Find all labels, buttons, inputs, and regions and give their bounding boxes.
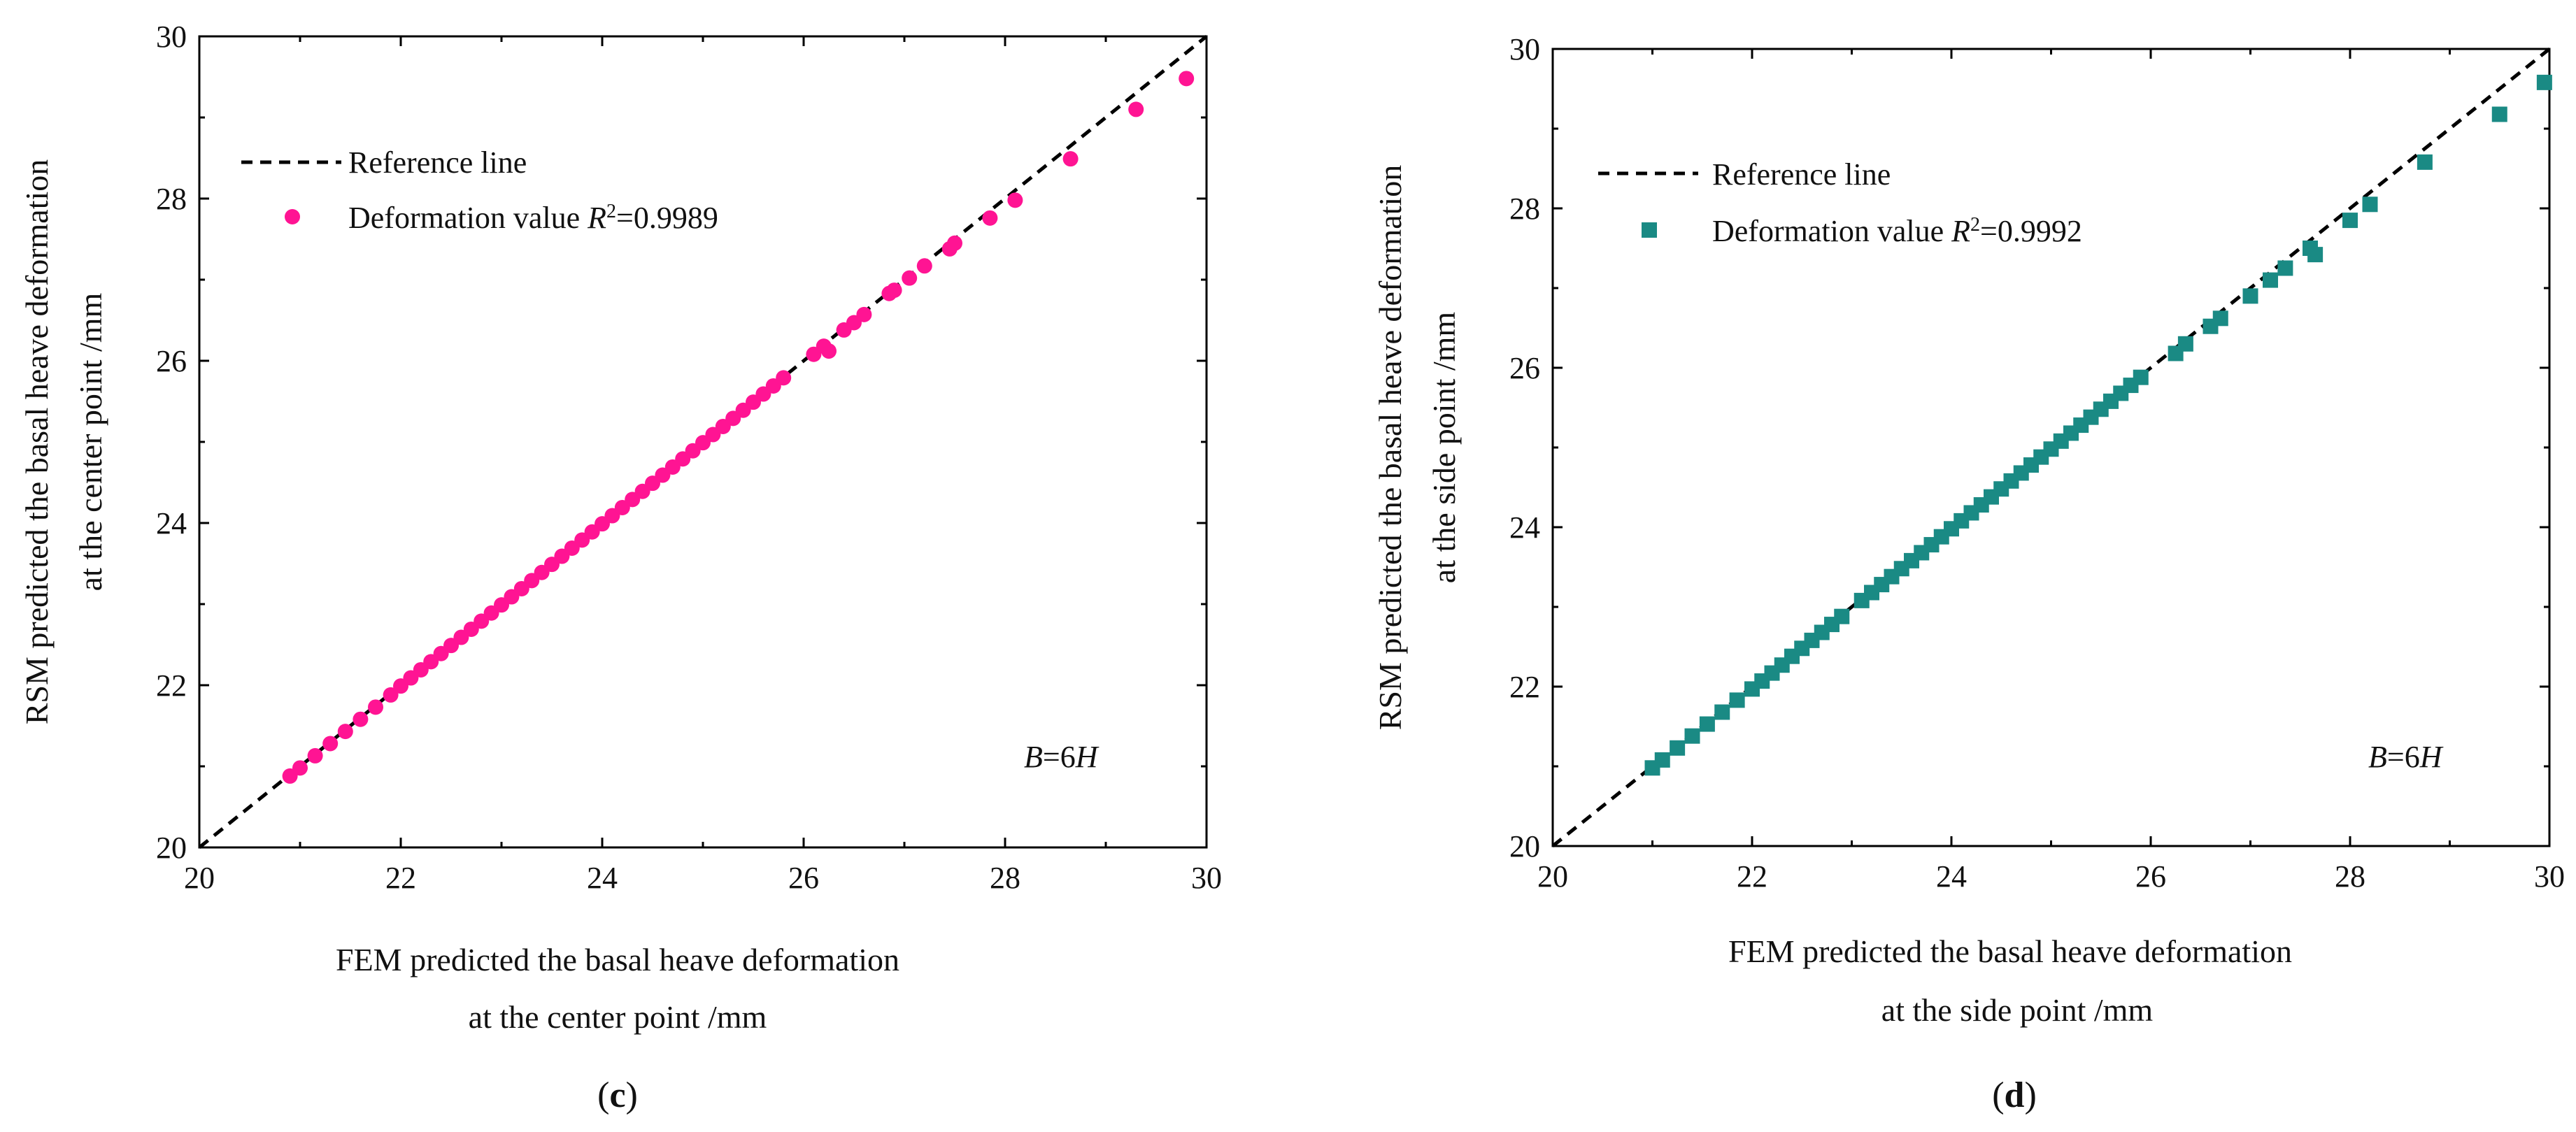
y-tick-labels: 20 22 24 26 28 30	[1509, 32, 1540, 864]
data-point	[2263, 272, 2278, 288]
y-tick-marks	[199, 35, 1207, 849]
data-point	[383, 687, 399, 703]
panel-label-d: (d)	[1992, 1075, 2037, 1115]
data-point	[322, 736, 339, 752]
legend: Reference line Deformation value R2=0.99…	[1598, 157, 2082, 248]
y-axis-title-line1: RSM predicted the basal heave deformatio…	[1372, 165, 1408, 731]
x-tick-label: 30	[2534, 859, 2565, 894]
data-point	[2177, 336, 2193, 352]
data-point	[353, 711, 369, 727]
legend-marker-circle	[285, 209, 300, 224]
x-tick-label: 20	[1537, 859, 1568, 894]
data-point	[916, 258, 932, 274]
scatter-points	[1644, 74, 2552, 776]
x-tick-label: 22	[385, 861, 416, 895]
x-tick-label: 24	[587, 861, 618, 895]
legend-reference-label: Reference line	[1712, 157, 1891, 192]
x-tick-marks	[1551, 49, 2551, 846]
x-tick-marks	[198, 36, 1208, 847]
legend-series-label: Deformation value R2=0.9992	[1712, 214, 2082, 249]
data-point	[1007, 192, 1023, 208]
data-point	[886, 282, 902, 299]
data-point	[947, 235, 962, 251]
y-tick-label: 20	[1509, 829, 1540, 864]
data-point	[1128, 101, 1144, 117]
data-point	[368, 699, 383, 715]
y-tick-label: 24	[156, 506, 187, 540]
data-point	[1834, 608, 1850, 624]
data-point	[337, 724, 353, 740]
y-tick-label: 22	[156, 668, 187, 703]
y-axis-title-line2: at the side point /mm	[1426, 312, 1462, 584]
data-point	[856, 306, 872, 322]
x-axis-title-line2: at the side point /mm	[1881, 992, 2154, 1028]
data-point	[1670, 740, 1686, 756]
x-tick-label: 24	[1936, 859, 1967, 894]
data-point	[307, 747, 323, 764]
y-tick-labels: 20 22 24 26 28 30	[156, 20, 187, 865]
x-tick-label: 28	[2335, 859, 2365, 894]
data-point	[902, 270, 918, 286]
data-point	[1684, 728, 1700, 744]
y-tick-label: 24	[1509, 510, 1540, 545]
data-point	[1654, 752, 1670, 768]
x-tick-label: 26	[788, 861, 819, 895]
y-tick-marks	[1553, 48, 2549, 847]
data-point	[2491, 106, 2507, 122]
data-point	[292, 760, 308, 776]
y-tick-label: 28	[156, 182, 187, 216]
data-point	[2417, 154, 2433, 170]
x-axis-title-line2: at the center point /mm	[469, 999, 767, 1035]
data-point	[1729, 692, 1745, 708]
x-tick-label: 28	[990, 861, 1020, 895]
y-tick-label: 30	[1509, 32, 1540, 66]
x-tick-label: 30	[1191, 861, 1222, 895]
data-point	[1062, 151, 1079, 167]
x-tick-labels: 20 22 24 26 28 30	[1537, 859, 2565, 894]
data-point	[1714, 704, 1730, 720]
y-tick-label: 30	[156, 20, 187, 54]
data-point	[2307, 247, 2324, 263]
x-tick-label: 20	[184, 861, 215, 895]
chart-panel-d: 20 22 24 26 28 30 20 22 24 26 28 30 Reference line…	[1372, 32, 2565, 1115]
x-tick-labels: 20 22 24 26 28 30	[184, 861, 1222, 895]
data-point	[982, 210, 998, 226]
y-tick-label: 20	[156, 831, 187, 865]
x-axis-title-line1: FEM predicted the basal heave deformatio…	[1728, 933, 2292, 969]
y-tick-label: 26	[1509, 351, 1540, 385]
data-point	[2536, 74, 2552, 90]
y-tick-label: 26	[156, 344, 187, 378]
y-axis-title-line2: at the center point /mm	[73, 292, 108, 591]
x-tick-label: 22	[1737, 859, 1767, 894]
x-axis-title-line1: FEM predicted the basal heave deformatio…	[336, 942, 899, 977]
y-tick-label: 28	[1509, 192, 1540, 226]
chart-panel-c: 20 22 24 26 28 30 20 22 24 26 28 30 Reference line…	[19, 20, 1222, 1115]
y-axis-title-line1: RSM predicted the basal heave deformatio…	[19, 159, 55, 725]
data-point	[2277, 260, 2293, 276]
y-tick-label: 22	[1509, 670, 1540, 704]
legend-series-label: Deformation value R2=0.9989	[348, 201, 718, 236]
data-point	[2362, 196, 2378, 213]
data-point	[2212, 310, 2228, 327]
data-point	[776, 370, 792, 386]
data-point	[2133, 369, 2149, 385]
data-point	[1699, 716, 1715, 732]
legend-reference-label: Reference line	[348, 145, 527, 180]
x-tick-label: 26	[2135, 859, 2166, 894]
annotation-b-equals-6h: B=6H	[1024, 740, 1100, 774]
panel-label-c: (c)	[597, 1075, 638, 1115]
legend-marker-square	[1642, 222, 1657, 238]
scatter-points	[282, 71, 1195, 784]
data-point	[1179, 71, 1195, 87]
data-point	[2342, 213, 2358, 229]
data-point	[821, 343, 837, 359]
data-point	[2242, 288, 2258, 304]
annotation-b-equals-6h: B=6H	[2368, 740, 2444, 774]
legend: Reference line Deformation value R2=0.99…	[241, 145, 718, 235]
